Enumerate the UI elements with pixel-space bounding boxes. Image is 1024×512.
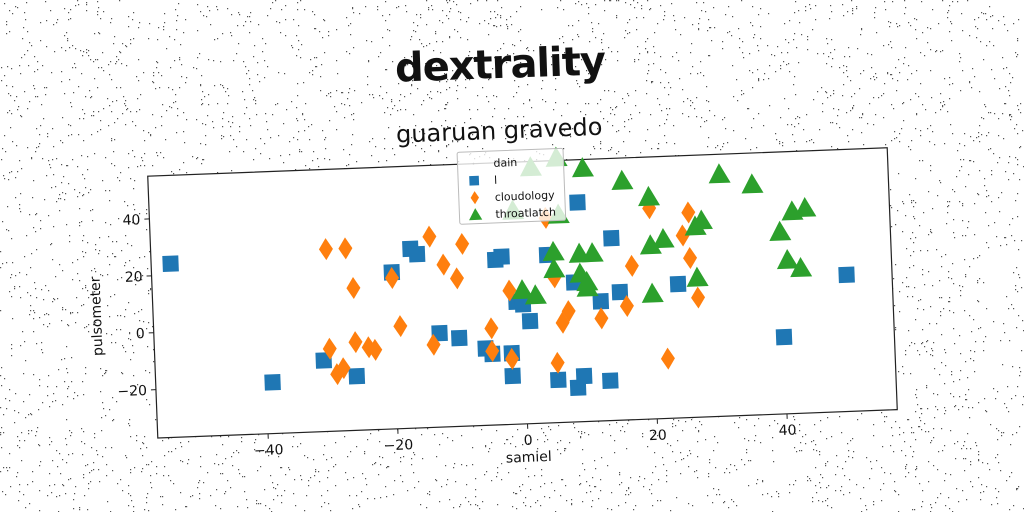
data-point-throatlatch — [524, 284, 547, 305]
data-point-cloudology — [691, 286, 706, 309]
data-point-cloudology — [346, 277, 361, 300]
data-point-cloudology — [393, 315, 408, 338]
data-point-cloudology — [449, 267, 464, 290]
x-tick-label: −40 — [254, 442, 284, 459]
data-point-cloudology — [550, 351, 565, 374]
data-point-cloudology — [330, 363, 345, 386]
data-point-cloudology — [485, 340, 500, 363]
data-point-l — [669, 275, 687, 293]
data-point-throatlatch — [543, 257, 566, 279]
y-axis: −20 0 20 40 — [117, 212, 156, 400]
legend-marker-l — [469, 175, 480, 186]
data-point-l — [514, 295, 532, 313]
data-point-throatlatch — [769, 220, 792, 241]
data-point-cloudology — [338, 237, 353, 260]
data-point-cloudology — [318, 238, 333, 261]
data-point-cloudology — [385, 266, 399, 289]
data-point-l — [521, 312, 539, 330]
data-point-throatlatch — [790, 256, 813, 278]
data-point-l — [348, 367, 366, 385]
x-axis: −40 −20 0 20 40 — [254, 413, 797, 459]
y-tick-label: 40 — [122, 212, 140, 229]
data-point-l — [611, 283, 629, 301]
y-tick-label: 20 — [124, 269, 142, 286]
data-point-cloudology — [348, 331, 363, 354]
y-tick-label: 0 — [136, 326, 146, 342]
data-point-l — [408, 245, 426, 263]
data-point-cloudology — [336, 357, 351, 380]
data-point-l — [493, 248, 510, 265]
data-point-throatlatch — [690, 209, 713, 230]
data-point-l — [775, 328, 793, 346]
data-point-cloudology — [322, 337, 337, 360]
data-point-throatlatch — [511, 279, 534, 300]
legend-label-cloudology: cloudology — [495, 189, 556, 204]
y-axis-label: pulsometer — [88, 276, 107, 356]
legend-marker-cloudology — [470, 191, 480, 205]
data-point-l — [550, 371, 567, 389]
legend-marker-dain — [472, 162, 475, 165]
data-point-throatlatch — [576, 270, 599, 292]
data-point-l — [602, 372, 619, 390]
legend-label-l: l — [494, 174, 498, 187]
x-tick-label: −20 — [383, 437, 413, 454]
x-tick-label: 40 — [778, 423, 796, 440]
y-tick-label: −20 — [117, 383, 147, 400]
data-point-cloudology — [426, 333, 441, 356]
data-point-l — [450, 329, 468, 347]
data-point-throatlatch — [776, 248, 799, 270]
data-point-throatlatch — [708, 163, 731, 184]
data-point-cloudology — [368, 338, 383, 361]
x-tick-label: 20 — [649, 427, 667, 444]
data-point-throatlatch — [638, 185, 661, 207]
data-point-throatlatch — [641, 282, 664, 303]
data-point-l — [838, 266, 855, 284]
scatter-markers — [162, 146, 855, 396]
legend-label-throatlatch: throatlatch — [495, 206, 556, 221]
data-point-cloudology — [555, 311, 570, 334]
data-point-l — [162, 255, 179, 272]
x-axis-label: samiel — [506, 449, 552, 467]
data-point-throatlatch — [741, 173, 764, 194]
data-point-cloudology — [484, 317, 499, 340]
legend-label-dain: dain — [493, 156, 517, 170]
data-point-cloudology — [683, 246, 698, 269]
data-point-cloudology — [594, 307, 609, 330]
data-point-throatlatch — [639, 234, 662, 255]
data-point-cloudology — [436, 253, 451, 276]
data-point-l — [603, 229, 620, 247]
data-point-cloudology — [675, 224, 690, 247]
data-point-cloudology — [561, 300, 576, 323]
data-point-throatlatch — [611, 169, 634, 191]
data-point-l — [264, 374, 281, 391]
data-point-cloudology — [422, 225, 437, 248]
data-point-cloudology — [455, 232, 470, 255]
data-point-cloudology — [681, 201, 696, 224]
data-point-l — [592, 293, 610, 310]
data-point-throatlatch — [572, 157, 594, 178]
data-point-l — [569, 194, 586, 211]
data-point-throatlatch — [542, 240, 565, 262]
data-point-l — [575, 367, 593, 385]
data-point-cloudology — [505, 347, 520, 370]
data-point-throatlatch — [652, 228, 675, 249]
data-point-cloudology — [660, 347, 675, 370]
data-point-throatlatch — [581, 242, 604, 263]
data-point-cloudology — [624, 254, 639, 277]
data-point-throatlatch — [686, 266, 709, 287]
x-tick-label: 0 — [523, 433, 533, 449]
data-point-throatlatch — [794, 196, 817, 218]
data-point-cloudology — [619, 295, 634, 317]
legend-marker-throatlatch — [469, 208, 483, 221]
data-point-cloudology — [502, 279, 517, 302]
data-point-l — [504, 367, 521, 385]
legend: dain l cloudology throatlatch — [456, 147, 567, 225]
chart-title: guaruan gravedo — [396, 113, 603, 149]
legend-box — [456, 147, 567, 225]
